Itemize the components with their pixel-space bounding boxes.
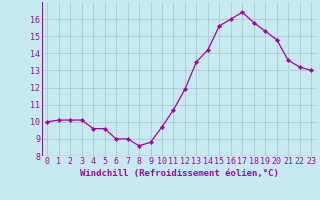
- X-axis label: Windchill (Refroidissement éolien,°C): Windchill (Refroidissement éolien,°C): [80, 169, 279, 178]
